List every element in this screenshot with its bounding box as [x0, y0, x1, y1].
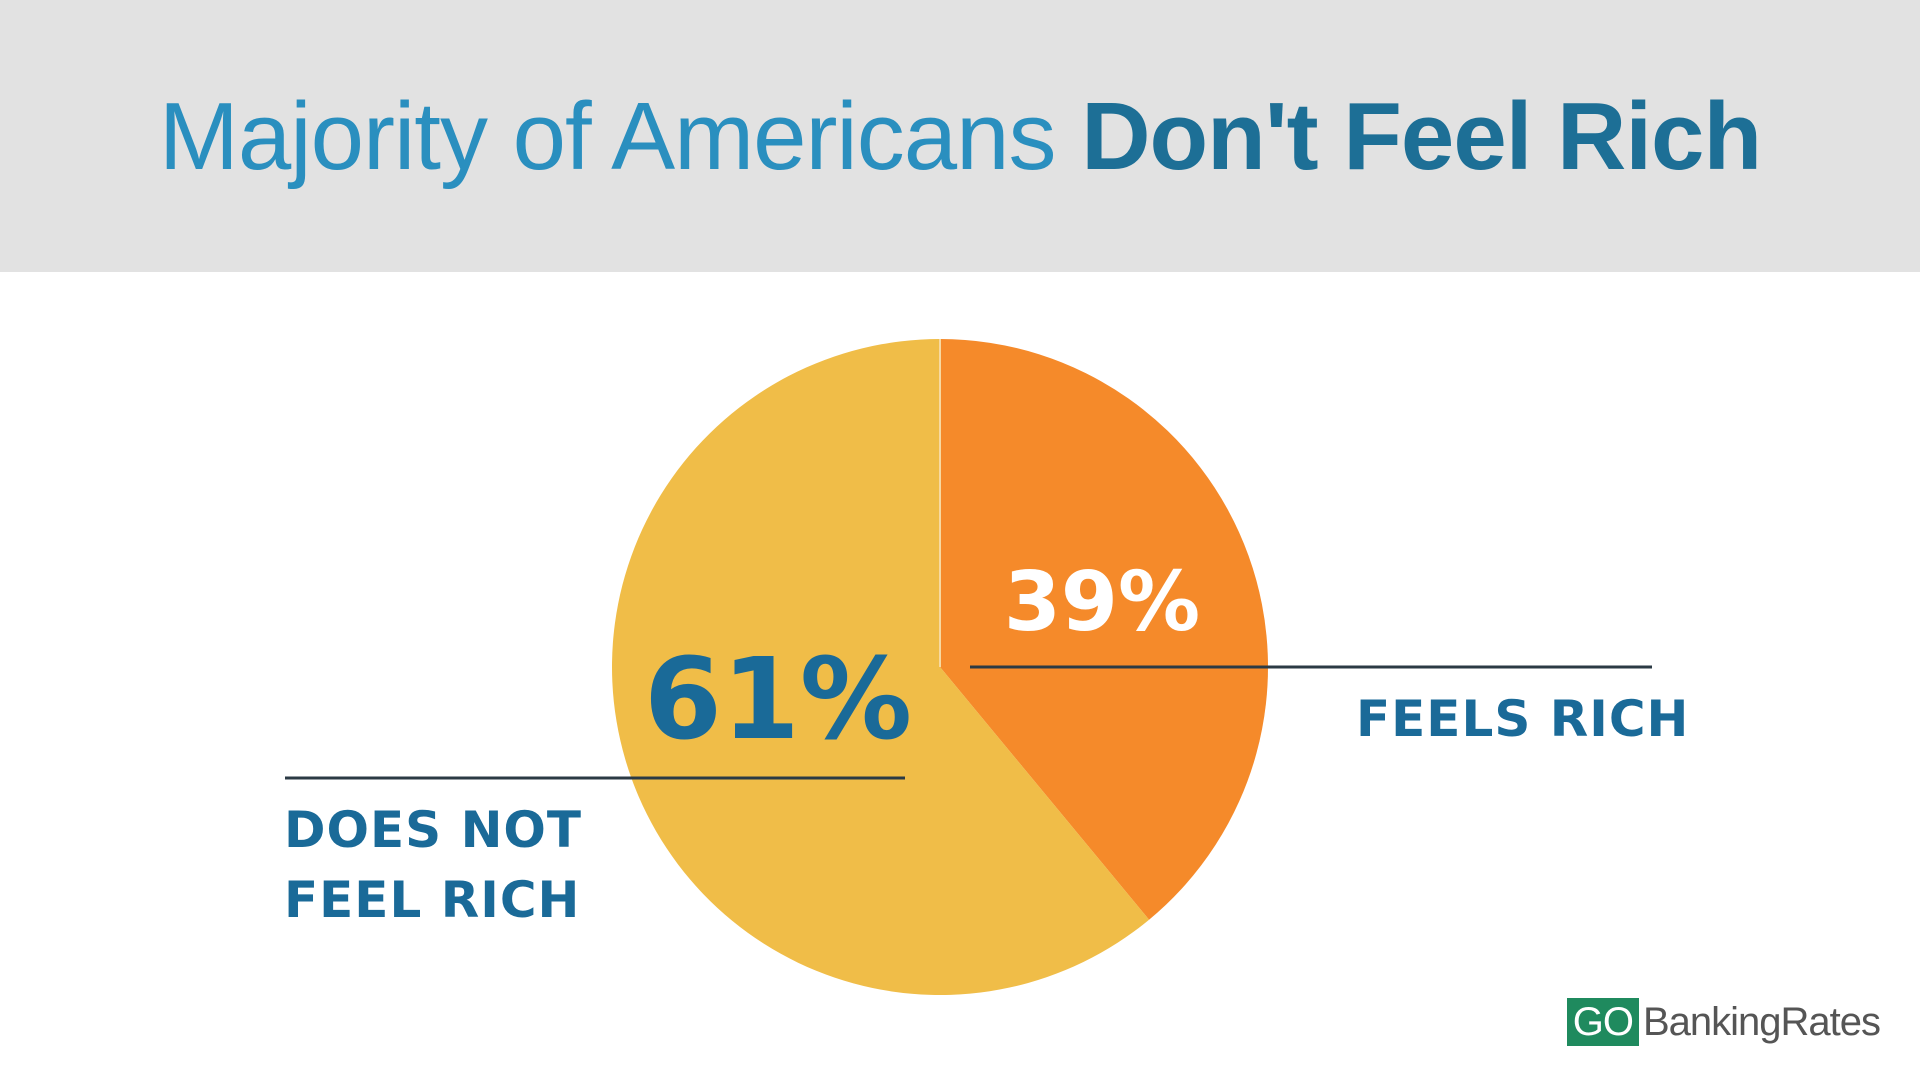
chart-title-light: Majority of Americans — [158, 83, 1082, 190]
chart-title: Majority of Americans Don't Feel Rich — [158, 82, 1762, 192]
gobankingrates-logo: GO BankingRates — [1566, 998, 1881, 1046]
chart-title-bold: Don't Feel Rich — [1081, 83, 1762, 190]
label-does-not-line2: FEEL RICH — [284, 871, 581, 929]
pie-slice-does-not-feel-rich — [611, 339, 1150, 995]
logo-bankingrates: BankingRates — [1642, 999, 1881, 1044]
label-does-not-line1: DOES NOT — [284, 801, 583, 859]
value-label-feels-rich: 39% — [1004, 555, 1200, 650]
value-label-does-not-feel-rich: 61% — [644, 635, 912, 765]
label-feels-rich: FEELS RICH — [1356, 690, 1690, 748]
label-does-not-feel-rich: DOES NOT FEEL RICH — [284, 795, 582, 935]
pie-slice-feels-rich — [940, 339, 1268, 920]
title-banner: Majority of Americans Don't Feel Rich — [0, 0, 1920, 272]
logo-go: GO — [1566, 998, 1639, 1046]
